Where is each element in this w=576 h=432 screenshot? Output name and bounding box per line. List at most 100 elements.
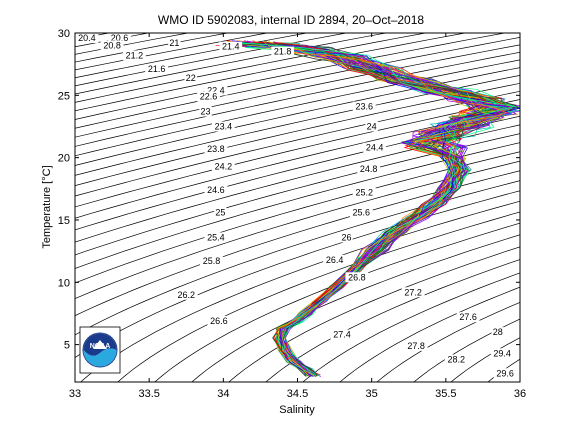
- density-contour: [75, 44, 520, 138]
- profile-line: [231, 40, 520, 377]
- density-label: 25: [215, 207, 225, 217]
- density-contour: [75, 115, 520, 231]
- density-label: 28.2: [447, 355, 465, 365]
- density-label-bg: [363, 142, 387, 153]
- density-label-bg: [204, 232, 228, 243]
- profile-line: [268, 41, 501, 377]
- y-tick-label: 25: [58, 90, 70, 102]
- density-label: 21.4: [222, 42, 240, 52]
- density-contour: [75, 151, 520, 284]
- density-label: 26.8: [348, 272, 366, 282]
- density-label-bg: [75, 33, 99, 43]
- density-contour: [511, 21, 576, 395]
- density-contour: [75, 74, 520, 176]
- density-label-bg: [204, 85, 228, 96]
- density-contour: [117, 211, 520, 382]
- density-label: 25.6: [353, 207, 371, 217]
- density-label: 25.8: [203, 256, 221, 266]
- density-label-bg: [352, 101, 376, 112]
- density-label: 20.6: [111, 33, 129, 43]
- density-contour: [75, 124, 520, 243]
- x-tick-label: 36: [514, 388, 526, 400]
- density-label-bg: [214, 207, 227, 218]
- profile-line: [258, 44, 505, 377]
- density-label-bg: [340, 232, 353, 243]
- x-tick-label: 33: [69, 388, 81, 400]
- density-label-bg: [199, 106, 212, 117]
- density-label-bg: [490, 348, 514, 359]
- density-label: 21: [169, 38, 179, 48]
- density-label: 22.6: [200, 92, 218, 102]
- density-label: 22: [186, 73, 196, 83]
- density-label-bg: [211, 121, 235, 132]
- y-tick-label: 30: [58, 28, 70, 40]
- density-label-bg: [330, 329, 354, 340]
- y-tick-label: 15: [58, 215, 70, 227]
- density-label: 26.6: [210, 316, 228, 326]
- density-label: 25.4: [207, 232, 225, 242]
- density-label-bg: [352, 187, 376, 198]
- density-label-bg: [145, 64, 168, 75]
- density-label: 23: [201, 107, 211, 117]
- density-contour: [75, 37, 520, 129]
- density-label: 26: [341, 232, 351, 242]
- density-label: 24.8: [360, 164, 378, 174]
- x-axis-label: Salinity: [279, 404, 315, 416]
- profile-line: [263, 40, 508, 377]
- density-label: 27.2: [404, 287, 422, 297]
- density-contour: [75, 67, 520, 166]
- density-label: 21.6: [148, 64, 166, 74]
- density-contour: [75, 33, 467, 112]
- profile-line: [226, 42, 520, 377]
- profile-line: [242, 43, 515, 376]
- density-label: 25.2: [355, 188, 373, 198]
- density-label: 29.4: [493, 348, 511, 358]
- density-label-bg: [444, 354, 468, 365]
- density-label-bg: [168, 37, 181, 48]
- density-label: 27.6: [459, 312, 477, 322]
- density-contour: [154, 222, 520, 382]
- density-label-bg: [404, 340, 428, 351]
- chart-title: WMO ID 5902083, internal ID 2894, 20–Oct…: [158, 13, 424, 27]
- density-label-bg: [211, 161, 235, 172]
- density-label: 28: [493, 327, 503, 337]
- x-tick-label: 33.5: [138, 388, 159, 400]
- plot-frame: [74, 32, 521, 383]
- density-label: 29.6: [496, 368, 514, 378]
- density-label: 27.8: [407, 341, 425, 351]
- density-label-bg: [401, 287, 425, 298]
- density-label: 22.4: [207, 85, 225, 95]
- density-contour: [75, 51, 520, 147]
- density-label-bg: [365, 121, 378, 132]
- density-contour: [75, 33, 507, 120]
- density-label: 24.6: [207, 185, 225, 195]
- density-label: 26.2: [177, 290, 195, 300]
- density-label: 26.4: [326, 255, 344, 265]
- density-label-bg: [184, 72, 197, 83]
- density-label-bg: [204, 185, 228, 196]
- density-contour: [487, 358, 520, 382]
- density-label-bg: [174, 289, 198, 300]
- density-contour: [75, 33, 349, 87]
- x-tick-label: 35: [366, 388, 378, 400]
- density-label-bg: [456, 312, 480, 323]
- density-label-bg: [345, 272, 369, 283]
- y-tick-label: 5: [64, 340, 70, 352]
- profile-line: [233, 43, 498, 376]
- noaa-logo: NOAA: [79, 326, 121, 374]
- density-contour: [302, 272, 520, 382]
- density-labels: 20.4 20.620.8 21 21.2 21.4 21.6 21.8 22 22.422.6…: [75, 33, 517, 379]
- density-label-bg: [323, 254, 346, 265]
- svg-text:NOAA: NOAA: [90, 343, 111, 350]
- y-tick-label: 20: [58, 153, 70, 165]
- density-contour: [191, 234, 520, 382]
- density-label-bg: [357, 163, 381, 174]
- density-label-bg: [108, 33, 131, 43]
- density-contour: [75, 33, 428, 103]
- x-tick-label: 35.5: [435, 388, 456, 400]
- density-label: 21.8: [274, 47, 292, 57]
- x-tick-label: 34.5: [287, 388, 308, 400]
- density-contour: [75, 33, 388, 95]
- density-label-bg: [207, 315, 231, 326]
